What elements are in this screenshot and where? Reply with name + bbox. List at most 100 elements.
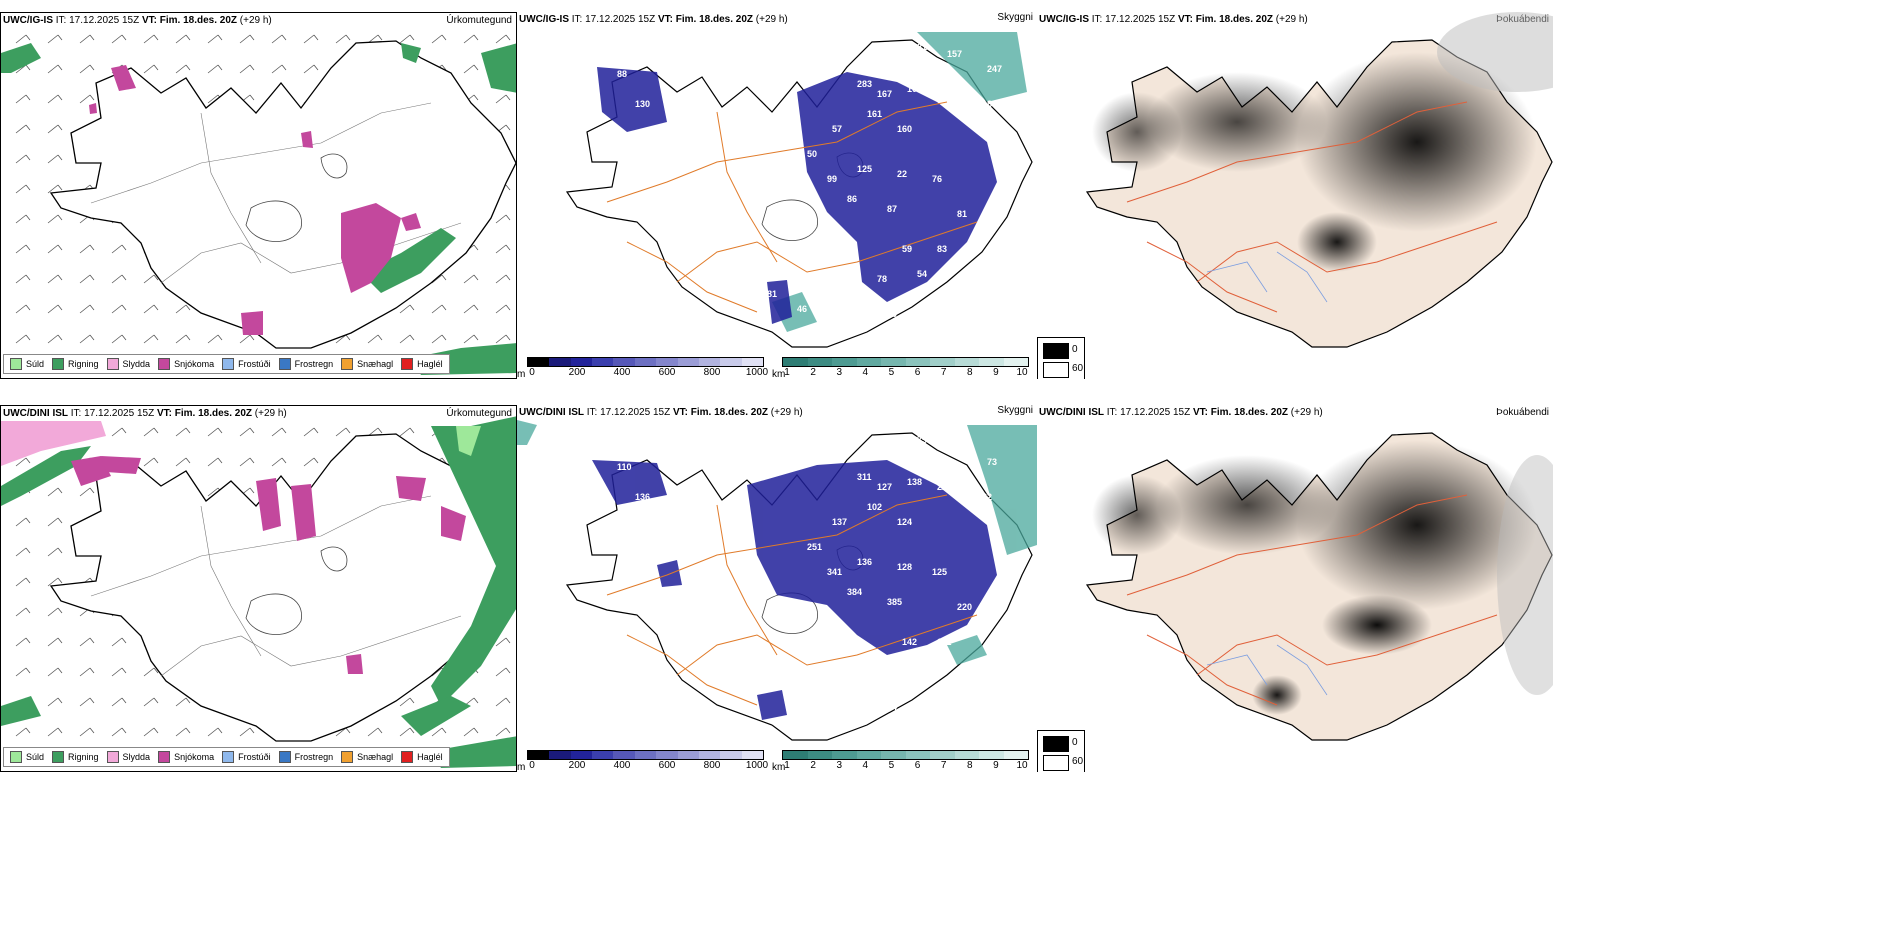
legend-swatch: [158, 358, 171, 370]
wind-barb: [15, 244, 31, 254]
fog-legend-label: 60: [1072, 363, 1084, 374]
ceiling-label: 50: [807, 149, 817, 159]
fog-index-field: [1092, 12, 1553, 272]
legend-swatch: [52, 358, 65, 370]
vt-value: Fim. 18.des. 20Z: [1195, 14, 1274, 25]
wind-barb: [15, 727, 31, 737]
legend-item: Rigning: [52, 751, 99, 763]
wind-barb: [47, 517, 63, 527]
wind-barb: [47, 577, 63, 587]
vt-value: Fim. 18.des. 20Z: [174, 408, 253, 419]
ceiling-label: 37: [797, 697, 807, 707]
legend-item: Frostregn: [278, 751, 333, 763]
colorbar-tick: 400: [613, 367, 631, 378]
colorbar-segment: [1003, 358, 1028, 366]
lead-time: (+29 h): [254, 408, 287, 419]
wind-barb: [495, 334, 511, 344]
ceiling-label: 197: [772, 717, 787, 727]
colorbar-segment: [954, 358, 979, 366]
roads: [90, 495, 462, 677]
wind-barb: [47, 64, 63, 74]
legend-item: Slydda: [106, 751, 151, 763]
wind-barb: [79, 304, 95, 314]
legend-label: Frostregn: [294, 359, 334, 369]
wind-barb: [175, 34, 191, 44]
ceiling-labels: 121 157 247 188 88 130 103 167 109 132 160 283 161 57…: [617, 42, 1002, 334]
it-value: 17.12.2025 15Z: [84, 408, 155, 419]
ceiling-label: 167: [877, 89, 892, 99]
colorbar-tick: 800: [703, 367, 721, 378]
cloud-panel-row1: UWC/IG-IS IT: 17.12.2025 15Z VT: Fim. 18…: [517, 12, 1037, 379]
wind-barb: [239, 34, 255, 44]
fog-legend: 0 60: [1037, 730, 1085, 772]
wind-barb: [463, 274, 479, 284]
it-value: 17.12.2025 15Z: [1105, 14, 1176, 25]
fog-legend-swatch: [1043, 736, 1069, 752]
wind-barb: [79, 244, 95, 254]
colorbar-segment: [807, 358, 832, 366]
legend-swatch: [222, 358, 235, 370]
wind-barb: [431, 727, 447, 737]
legend-label: Snæhagl: [357, 359, 394, 369]
colorbar-segment: [613, 751, 635, 759]
ceiling-label: 99: [827, 174, 837, 184]
colorbar-tick: 800: [703, 760, 721, 771]
ceiling-label: 82: [982, 492, 992, 502]
wind-barb: [15, 124, 31, 134]
ceiling-label: 175: [912, 435, 927, 445]
wind-barb: [239, 64, 255, 74]
wind-barb: [143, 457, 159, 467]
vt-label: VT:: [1192, 407, 1208, 418]
cloud-map: 121 157 247 188 88 130 103 167 109 132 160 283 161 57…: [566, 32, 1033, 348]
precip-map: [1, 34, 516, 375]
wind-barb: [207, 727, 223, 737]
wind-barb: [111, 244, 127, 254]
ceiling-label: 136: [635, 492, 650, 502]
it-label: IT:: [1106, 407, 1118, 418]
wind-barb: [15, 304, 31, 314]
colorbar-segment: [720, 358, 742, 366]
legend-item: Rigning: [52, 358, 99, 370]
wind-barb: [463, 727, 479, 737]
ceiling-label: 57: [832, 124, 842, 134]
roads: [1126, 101, 1498, 313]
legend-label: Slydda: [122, 752, 151, 762]
valid-time-header: UWC/IG-IS IT: 17.12.2025 15Z VT: Fim. 18…: [3, 15, 272, 27]
colorbar-segment: [930, 358, 955, 366]
fog-legend-label: 0: [1072, 737, 1078, 748]
wind-barb: [399, 697, 415, 707]
wind-barb: [143, 334, 159, 344]
wind-barb: [495, 274, 511, 284]
ceiling-label: 223: [937, 482, 952, 492]
wind-barb: [15, 547, 31, 557]
wind-barb: [175, 457, 191, 467]
lead-time: (+29 h): [755, 14, 788, 25]
colorbar-tick: 3: [836, 760, 842, 771]
vt-value: Fim. 18.des. 20Z: [675, 14, 754, 25]
valid-time-header: UWC/IG-IS IT: 17.12.2025 15Z VT: Fim. 18…: [1039, 14, 1308, 26]
wind-barb: [79, 697, 95, 707]
roads: [606, 101, 978, 313]
lead-time: (+29 h): [770, 407, 803, 418]
fog-index-field: [1092, 440, 1553, 715]
colorbar-segment: [979, 751, 1004, 759]
ceiling-label: 161: [867, 109, 882, 119]
valid-time-header: UWC/DINI ISL IT: 17.12.2025 15Z VT: Fim.…: [1039, 407, 1323, 419]
colorbar-tick: 1000: [745, 760, 769, 771]
fog-legend-swatch: [1043, 343, 1069, 359]
wind-barb: [15, 577, 31, 587]
ceiling-label: 76: [932, 174, 942, 184]
ceiling-label: 91: [907, 687, 917, 697]
ceiling-label: 40: [772, 324, 782, 334]
legend-label: Rigning: [68, 359, 99, 369]
wind-barb: [463, 334, 479, 344]
colorbar-segment: [807, 751, 832, 759]
ceiling-label: 102: [867, 502, 882, 512]
wind-barb: [15, 34, 31, 44]
wind-barb: [111, 727, 127, 737]
colorbar-segment: [592, 751, 614, 759]
colorbar-segment: [570, 751, 593, 759]
colorbar-tick: 3: [836, 367, 842, 378]
colorbar-unit: km: [772, 762, 786, 772]
colorbar-segment: [677, 358, 699, 366]
